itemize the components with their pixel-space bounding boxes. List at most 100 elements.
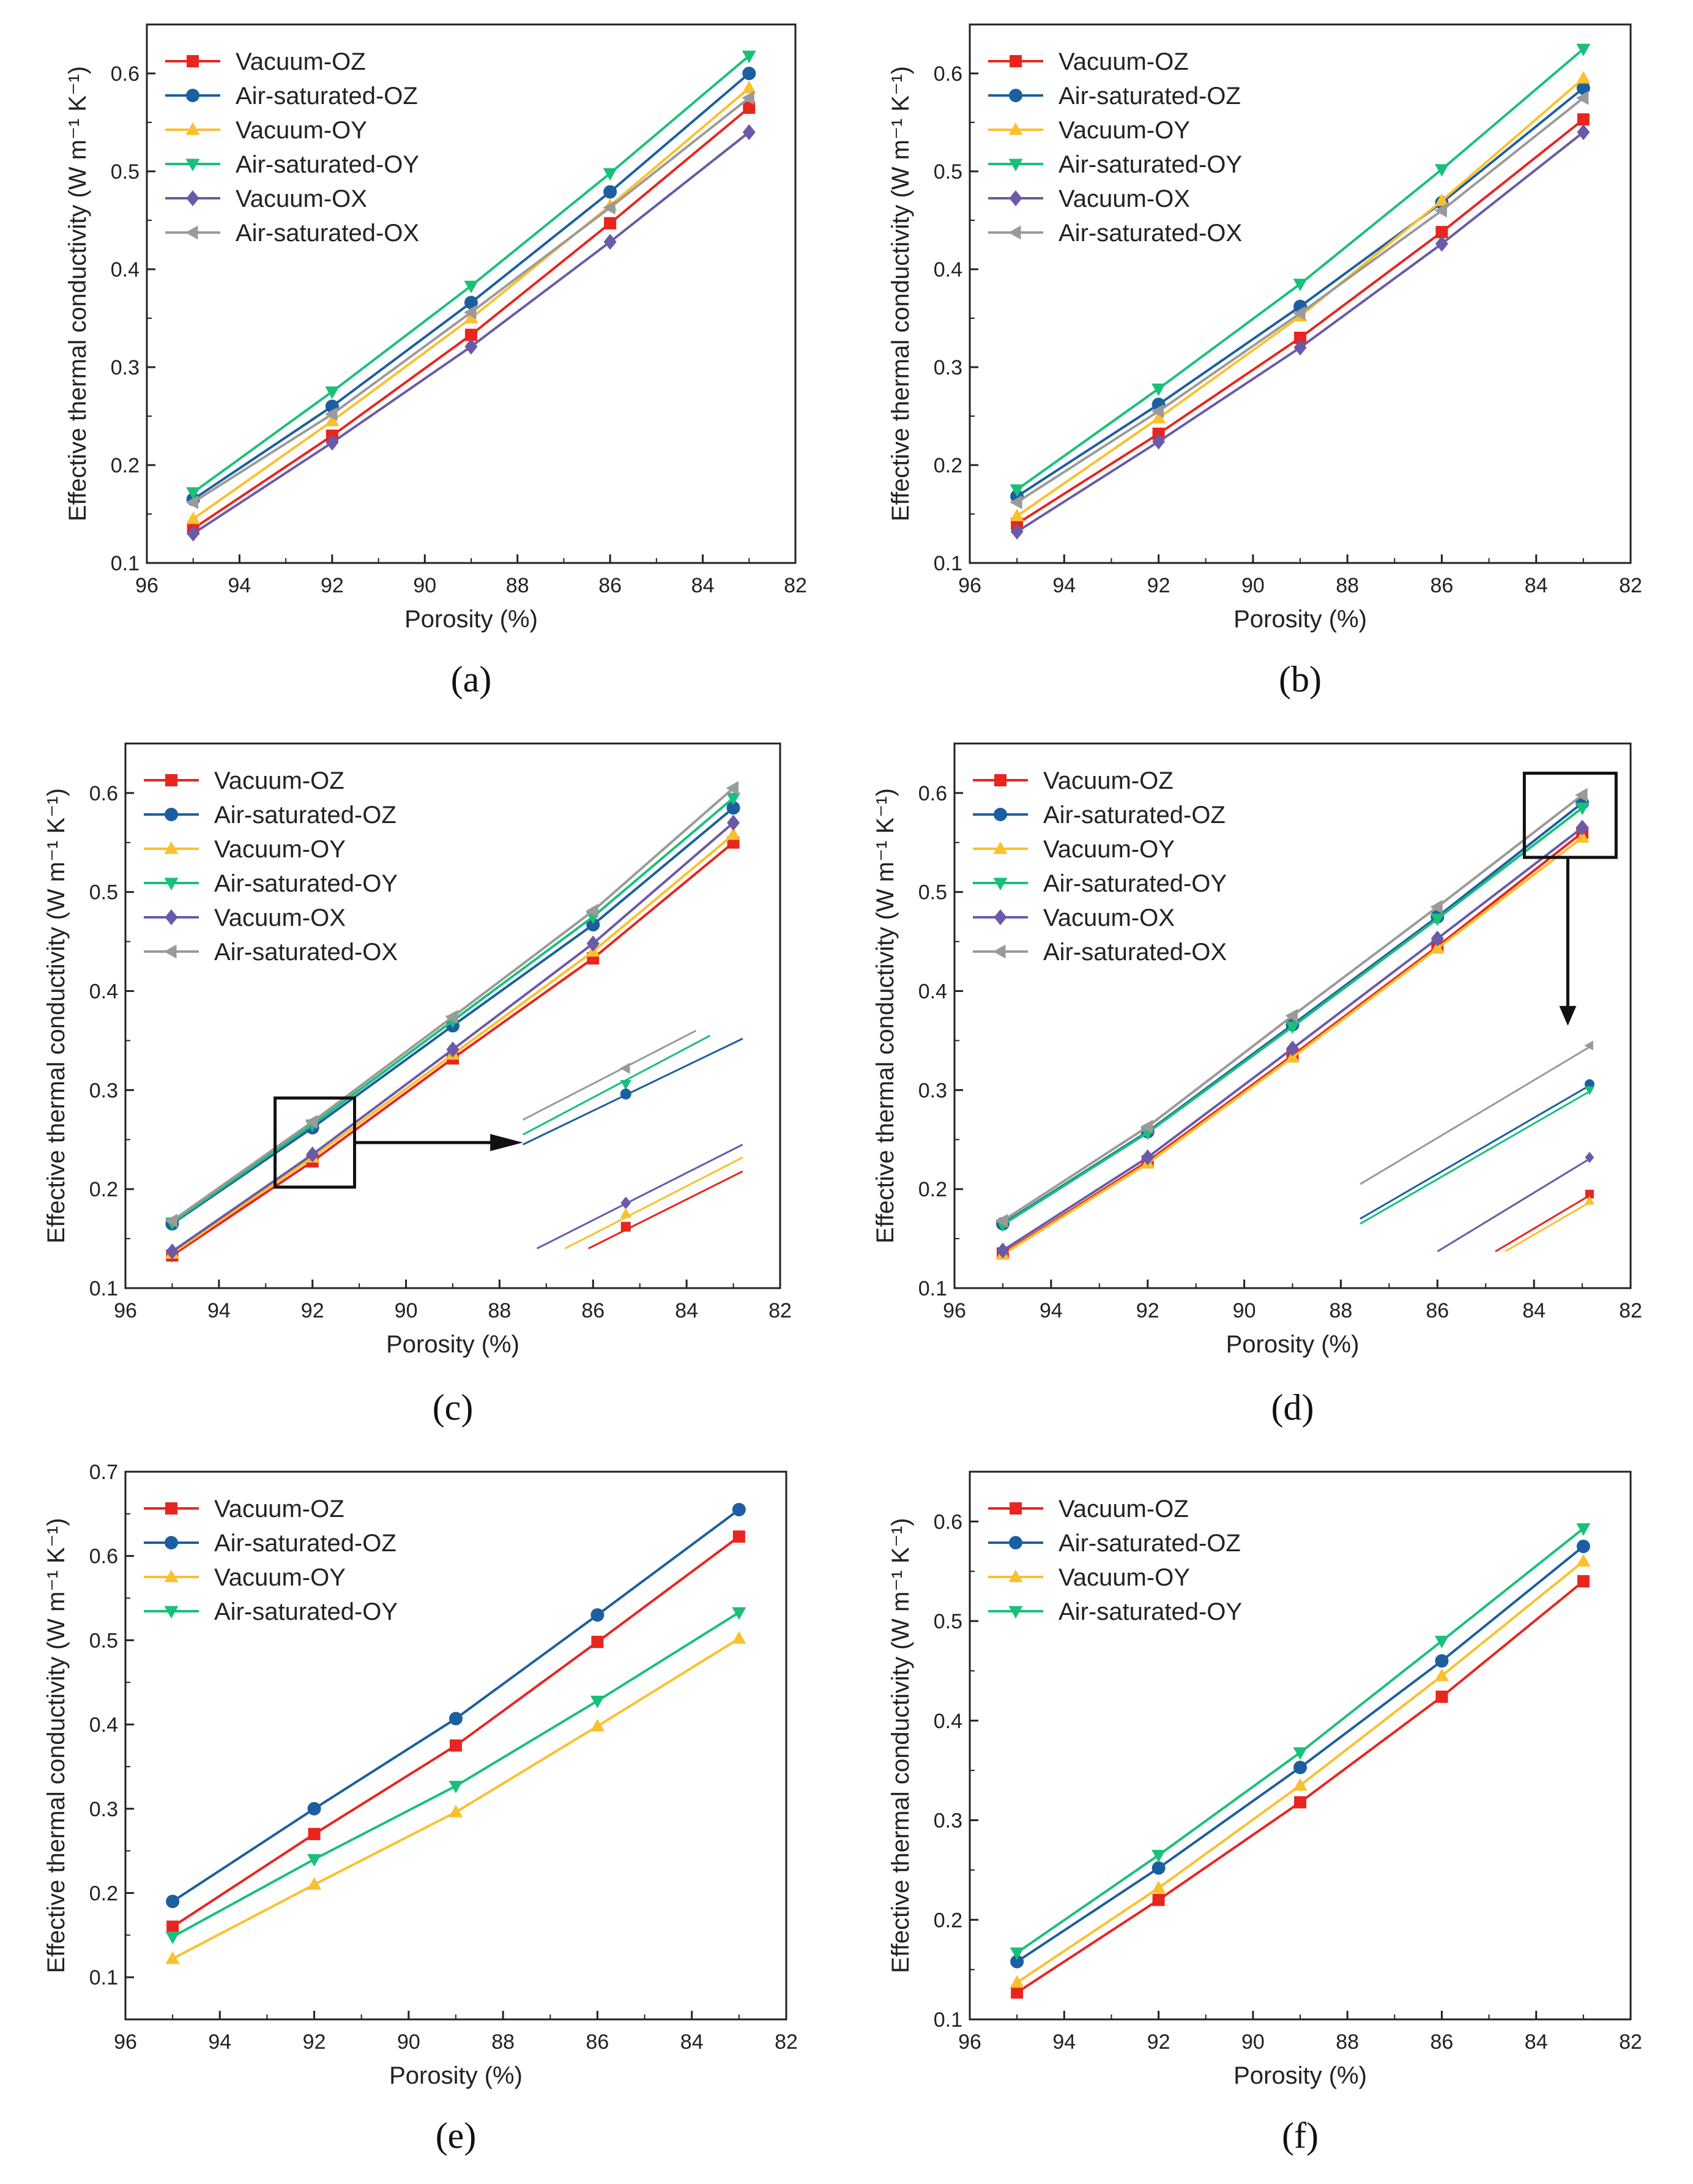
y-tick-label: 0.2 xyxy=(111,454,140,477)
series-vacuum-ox xyxy=(165,814,740,1260)
x-axis-label: Porosity (%) xyxy=(404,606,538,633)
data-point xyxy=(308,1828,321,1841)
x-tick-label: 88 xyxy=(506,574,529,597)
data-point xyxy=(1011,1986,1024,1999)
data-point xyxy=(1010,523,1024,540)
inset-marker xyxy=(1585,1190,1594,1199)
x-tick-label: 94 xyxy=(1052,2030,1076,2054)
zoom-arrowhead xyxy=(1559,1005,1577,1026)
y-axis-label: Effective thermal conductivity (W m⁻¹ K⁻… xyxy=(887,66,914,521)
legend-marker xyxy=(993,878,1008,890)
data-point xyxy=(1293,1747,1308,1760)
x-tick-label: 82 xyxy=(775,2030,798,2054)
y-tick-label: 0.2 xyxy=(918,1178,947,1201)
data-point xyxy=(727,814,740,831)
inset-line xyxy=(1360,1083,1593,1220)
inset-line xyxy=(522,1035,711,1136)
y-tick-label: 0.6 xyxy=(111,62,140,86)
data-point xyxy=(743,102,756,114)
inset-marker xyxy=(620,1196,631,1210)
x-tick-label: 82 xyxy=(768,1299,792,1322)
y-tick-label: 0.5 xyxy=(111,160,140,184)
x-tick-label: 94 xyxy=(207,1299,231,1322)
data-point xyxy=(306,1146,319,1163)
chart-panel-c: 96 94 92 90 88 86 84 82 0.1 0.2 0.3 0.4 0.5 0.6 Porosi… xyxy=(43,742,792,1428)
data-point xyxy=(186,487,201,500)
series-air-saturated-oy xyxy=(1010,1523,1591,1960)
data-point xyxy=(603,200,616,215)
series-air-saturated-oz xyxy=(166,1502,746,1909)
y-tick-label: 0.3 xyxy=(89,1798,118,1821)
inset-marker xyxy=(1584,1086,1594,1095)
data-point xyxy=(1285,1008,1298,1023)
x-tick-label: 90 xyxy=(397,2030,420,2054)
x-tick-label: 94 xyxy=(208,2030,231,2054)
legend-entry: Air-saturated-OZ xyxy=(214,1530,396,1557)
y-tick-label: 0.1 xyxy=(111,552,140,575)
inset-line xyxy=(536,1144,743,1250)
y-tick-label: 0.2 xyxy=(89,1178,118,1201)
legend-marker xyxy=(164,841,179,854)
legend-marker xyxy=(1008,1570,1023,1582)
legend-marker xyxy=(186,89,199,102)
chart-panel-b: 96 94 92 90 88 86 84 82 0.1 0.2 0.3 0.4 0.5 0.6 Porosi… xyxy=(887,23,1642,699)
data-point xyxy=(186,512,201,524)
x-tick-label: 88 xyxy=(1336,2030,1359,2054)
data-point xyxy=(586,918,600,932)
y-tick-label: 0.1 xyxy=(918,1277,947,1300)
legend-entry: Vacuum-OY xyxy=(1059,1564,1190,1591)
x-tick-label: 90 xyxy=(395,1299,418,1322)
data-point xyxy=(742,124,756,140)
panel-label: (c) xyxy=(433,1387,474,1428)
data-point xyxy=(726,827,741,840)
y-axis-label: Effective thermal conductivity (W m⁻¹ K⁻… xyxy=(64,66,91,521)
legend-entry: Air-saturated-OX xyxy=(214,939,398,966)
x-axis-label: Porosity (%) xyxy=(389,2062,523,2089)
y-tick-label: 0.4 xyxy=(934,258,962,281)
y-tick-label: 0.2 xyxy=(89,1882,118,1905)
series-air-saturated-ox xyxy=(165,781,739,1228)
legend-marker xyxy=(165,1502,177,1515)
legend-entry: Air-saturated-OZ xyxy=(1059,83,1241,110)
data-point xyxy=(307,1802,321,1816)
legend-marker xyxy=(1008,158,1023,171)
legend-marker xyxy=(185,225,198,240)
x-tick-label: 84 xyxy=(1525,2030,1548,2054)
inset-line xyxy=(1505,1200,1593,1253)
legend-marker xyxy=(993,841,1008,854)
y-tick-label: 0.3 xyxy=(934,356,962,379)
x-tick-label: 90 xyxy=(1241,574,1265,597)
x-tick-label: 86 xyxy=(581,1299,605,1322)
panel-label: (a) xyxy=(451,659,492,699)
data-point xyxy=(1286,1021,1300,1034)
y-tick-label: 0.6 xyxy=(89,1545,118,1568)
legend: Vacuum-OZ Air-saturated-OZ Vacuum-OY Air-sa… xyxy=(144,1496,398,1625)
y-tick-label: 0.5 xyxy=(934,160,962,184)
data-point xyxy=(732,1607,746,1620)
legend: Vacuum-OZ Air-saturated-OZ Vacuum-OY Air-sa… xyxy=(973,767,1227,966)
data-point xyxy=(187,526,200,542)
data-point xyxy=(449,1712,463,1726)
series-vacuum-oz xyxy=(1011,1575,1590,1999)
legend-marker xyxy=(164,878,179,890)
y-tick-label: 0.5 xyxy=(918,881,947,904)
data-point xyxy=(464,311,478,324)
data-point xyxy=(1434,203,1447,218)
legend-entry: Air-saturated-OZ xyxy=(214,802,396,829)
legend-entry: Air-saturated-OY xyxy=(214,870,398,897)
legend-entry: Vacuum-OX xyxy=(214,904,346,931)
data-point xyxy=(1430,913,1445,926)
data-point xyxy=(726,781,739,796)
y-tick-label: 0.2 xyxy=(934,1909,962,1932)
series-air-saturated-ox xyxy=(1010,91,1589,510)
legend-entry: Air-saturated-OY xyxy=(1059,151,1242,178)
data-point xyxy=(464,338,478,355)
x-tick-label: 92 xyxy=(1147,574,1170,597)
y-tick-label: 0.5 xyxy=(89,881,118,904)
legend-entry: Vacuum-OY xyxy=(236,117,367,144)
legend-marker xyxy=(994,808,1007,821)
x-tick-label: 96 xyxy=(943,1299,966,1322)
x-tick-label: 92 xyxy=(1136,1299,1159,1322)
legend-marker xyxy=(994,909,1007,925)
series-air-saturated-oy xyxy=(165,1607,746,1945)
